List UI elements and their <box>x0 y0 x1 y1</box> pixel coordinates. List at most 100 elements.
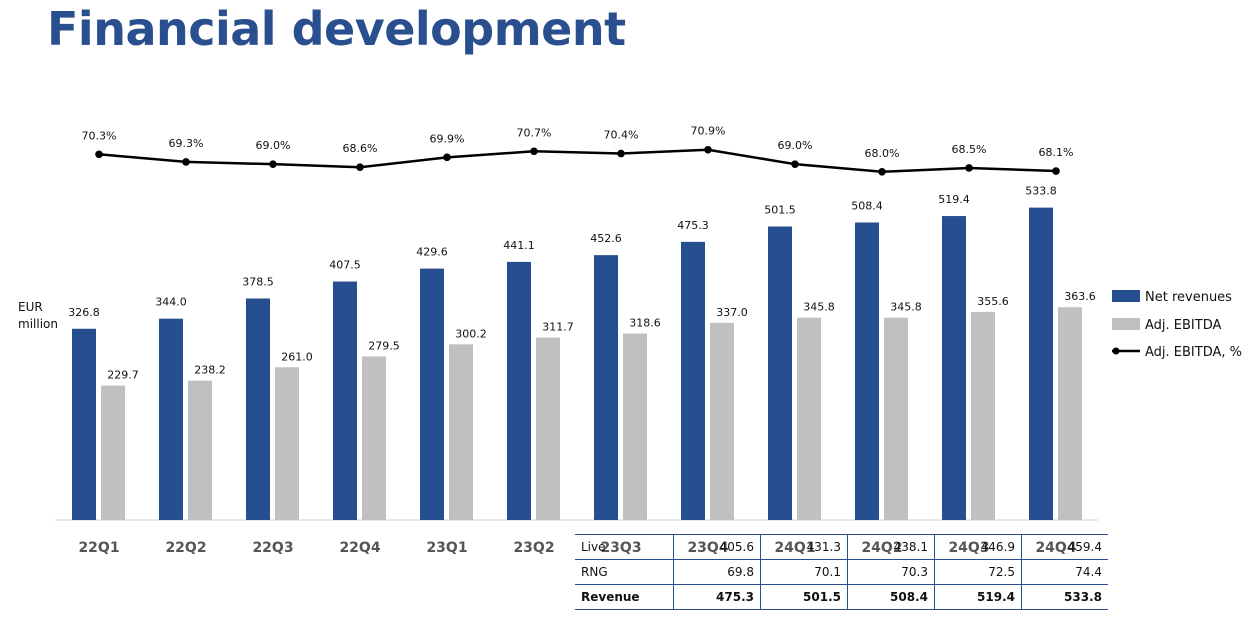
table-cell: 508.4 <box>847 584 935 610</box>
revenue-breakdown-table: Live 405.6 431.3 438.1 446.9 459.4 RNG 69.8 70.1… <box>575 534 1108 610</box>
table-cell: 438.1 <box>847 534 935 560</box>
data-label-bg <box>277 349 317 366</box>
ebitda-margin-line <box>98 148 1057 174</box>
bar-adj-ebitda <box>275 367 299 520</box>
table-cell: 70.1 <box>760 559 848 585</box>
bar-adj-ebitda <box>797 317 821 520</box>
bar-adj-ebitda <box>1058 307 1082 520</box>
ebitda-margin-label: 70.9% <box>691 125 726 138</box>
data-label: 501.5 <box>764 204 796 217</box>
data-label: 407.5 <box>329 259 361 272</box>
ebitda-margin-point <box>791 160 799 168</box>
ebitda-margin-point <box>95 150 103 159</box>
data-label-bg <box>103 367 143 384</box>
ebitda-margin-point <box>965 164 973 172</box>
table-cell: 475.3 <box>673 584 761 610</box>
table-row-label: RNG <box>575 559 674 585</box>
legend-label-ebitda-margin: Adj. EBITDA, % <box>1145 345 1242 360</box>
ebitda-margin-label: 69.9% <box>430 132 465 145</box>
ebitda-margin-point <box>182 158 190 166</box>
table-cell: 70.3 <box>847 559 935 585</box>
ebitda-margin-point <box>1052 167 1060 175</box>
data-label: 378.5 <box>242 276 274 289</box>
data-label: 311.7 <box>542 321 574 334</box>
legend-label-net-revenues: Net revenues <box>1145 290 1232 305</box>
bar-net-revenues <box>159 318 183 520</box>
data-label: 475.3 <box>677 219 709 232</box>
bar-net-revenues <box>942 216 966 520</box>
unit-label-line-1: EUR <box>18 300 43 314</box>
table-cell: 72.5 <box>934 559 1022 585</box>
table-cell: 533.8 <box>1021 584 1108 610</box>
data-label: 355.6 <box>977 295 1009 308</box>
data-label: 344.0 <box>155 296 187 309</box>
bar-net-revenues <box>507 261 531 520</box>
table-row: Revenue 475.3 501.5 508.4 519.4 533.8 <box>575 584 1108 610</box>
ebitda-margin-label: 69.0% <box>778 139 813 152</box>
table-cell: 446.9 <box>934 534 1022 560</box>
bar-adj-ebitda <box>101 385 125 520</box>
ebitda-margin-point <box>704 145 712 154</box>
bar-net-revenues <box>768 226 792 520</box>
bar-net-revenues <box>1029 207 1053 520</box>
legend-marker-ebitda-margin <box>1112 347 1120 355</box>
x-tick-label: 23Q1 <box>426 540 467 556</box>
x-tick-label: 23Q2 <box>513 540 554 556</box>
data-label-bg <box>190 362 230 379</box>
data-label-bg <box>712 304 752 321</box>
data-label: 326.8 <box>68 306 100 319</box>
table-cell: 431.3 <box>760 534 848 560</box>
bar-net-revenues <box>420 268 444 520</box>
table-cell: 74.4 <box>1021 559 1108 585</box>
ebitda-margin-label: 68.5% <box>952 143 987 156</box>
ebitda-margin-label: 68.1% <box>1039 146 1074 159</box>
data-label: 519.4 <box>938 193 970 206</box>
data-label: 441.1 <box>503 239 535 252</box>
bar-net-revenues <box>72 328 96 520</box>
data-label: 345.8 <box>890 301 922 314</box>
data-label: 261.0 <box>281 350 313 363</box>
page-title: Financial development <box>47 2 626 56</box>
ebitda-margin-label: 70.7% <box>517 126 552 139</box>
ebitda-margin-point <box>878 167 886 176</box>
ebitda-margin-point <box>530 147 538 156</box>
data-label: 452.6 <box>590 232 622 245</box>
x-tick-label: 22Q4 <box>339 540 380 556</box>
data-label: 363.6 <box>1064 290 1096 303</box>
table-row-label: Live <box>575 534 674 560</box>
data-label-bg <box>625 315 665 332</box>
bar-adj-ebitda <box>623 333 647 520</box>
data-label-bg <box>1060 289 1100 306</box>
bar-adj-ebitda <box>884 317 908 520</box>
legend-swatch-net-revenues <box>1112 290 1140 302</box>
table-cell: 501.5 <box>760 584 848 610</box>
ebitda-margin-point <box>356 163 364 172</box>
legend-swatch-adj-ebitda <box>1112 318 1140 330</box>
legend-label-adj-ebitda: Adj. EBITDA <box>1145 318 1221 333</box>
bar-adj-ebitda <box>710 322 734 520</box>
bar-net-revenues <box>246 298 270 520</box>
bar-adj-ebitda <box>362 356 386 520</box>
unit-label-line-2: million <box>18 317 58 331</box>
x-tick-label: 22Q1 <box>78 540 119 556</box>
ebitda-margin-label: 70.4% <box>604 129 639 142</box>
ebitda-margin-label: 70.3% <box>82 129 117 142</box>
bar-adj-ebitda <box>188 380 212 520</box>
data-label: 429.6 <box>416 246 448 259</box>
table-row: RNG 69.8 70.1 70.3 72.5 74.4 <box>575 559 1108 585</box>
table-cell: 69.8 <box>673 559 761 585</box>
data-label: 238.2 <box>194 364 226 377</box>
data-label: 279.5 <box>368 339 400 352</box>
data-label: 229.7 <box>107 369 139 382</box>
table-cell: 459.4 <box>1021 534 1108 560</box>
data-label-bg <box>364 338 404 355</box>
data-label: 508.4 <box>851 199 883 212</box>
bar-net-revenues <box>855 222 879 520</box>
bar-net-revenues <box>594 255 618 520</box>
table-cell: 519.4 <box>934 584 1022 610</box>
data-label-bg <box>538 319 578 336</box>
ebitda-margin-label: 69.3% <box>169 137 204 150</box>
data-label-bg <box>799 299 839 316</box>
table-row-label: Revenue <box>575 584 674 610</box>
